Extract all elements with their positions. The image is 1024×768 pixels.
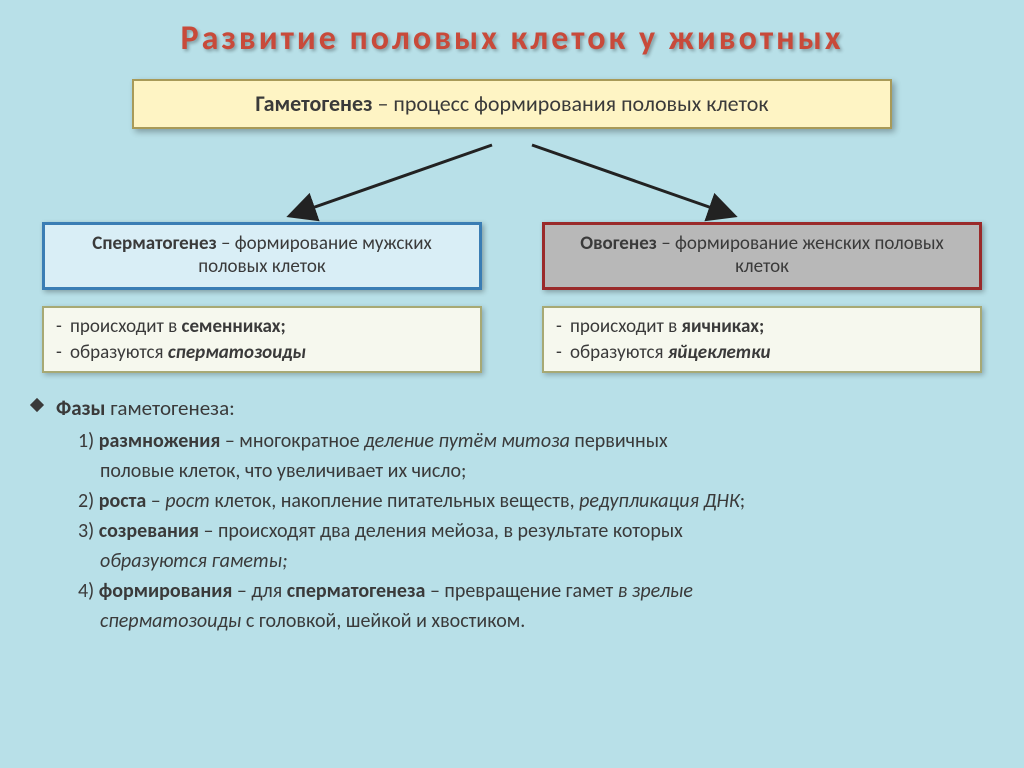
phase-1-cont: половые клеток, что увеличивает их число…	[78, 457, 992, 486]
pt: – многократное	[220, 429, 364, 453]
definition-term: Гаметогенез	[255, 90, 372, 117]
spermatogenesis-detail: -происходит в семенниках; -образуются сп…	[42, 306, 482, 373]
num: 2)	[78, 489, 99, 513]
two-column-row: Сперматогенез – формирование мужских пол…	[42, 222, 982, 373]
dash-icon: -	[556, 314, 562, 340]
definition-text: – процесс формирования половых клеток	[373, 90, 769, 117]
ovogenesis-text: – формирование женских половых клеток	[657, 232, 944, 278]
phases-list: 1) размножения – многократное деление пу…	[32, 427, 992, 636]
pt: первичных	[570, 429, 668, 453]
left-column: Сперматогенез – формирование мужских пол…	[42, 222, 482, 373]
detail-row: -происходит в яичниках;	[570, 314, 968, 340]
split-arrows	[132, 137, 892, 222]
detail-text: образуются	[570, 341, 668, 364]
arrows-container	[132, 137, 892, 222]
phase-3: 3) созревания – происходят два деления м…	[78, 517, 992, 546]
phase-2: 2) роста – рост клеток, накопление питат…	[78, 487, 992, 516]
detail-bold: семенниках;	[182, 315, 286, 338]
pb: роста	[99, 489, 147, 513]
phase-3-cont: образуются гаметы;	[78, 547, 992, 576]
spermatogenesis-box: Сперматогенез – формирование мужских пол…	[42, 222, 482, 290]
detail-text: происходит в	[70, 315, 182, 338]
phase-4: 4) формирования – для сперматогенеза – п…	[78, 577, 992, 606]
ovogenesis-detail: -происходит в яичниках; -образуются яйце…	[542, 306, 982, 373]
spermatogenesis-text: – формирование мужских половых клеток	[198, 232, 431, 278]
detail-text: происходит в	[570, 315, 682, 338]
pi: деление путём митоза	[364, 429, 570, 453]
pb: созревания	[99, 519, 199, 543]
pt: – для	[232, 579, 286, 603]
arrow-left	[292, 145, 492, 215]
detail-row: -образуются сперматозоиды	[70, 340, 468, 366]
pb: сперматогенеза	[287, 579, 426, 603]
slide: Развитие половых клеток у животных Гамет…	[0, 0, 1024, 768]
spermatogenesis-term: Сперматогенез	[92, 232, 216, 255]
detail-row: -происходит в семенниках;	[70, 314, 468, 340]
detail-bolditalic: сперматозоиды	[168, 341, 306, 364]
dash-icon: -	[56, 340, 62, 366]
detail-text: образуются	[70, 341, 168, 364]
pt: –	[146, 489, 165, 513]
pt: – превращение гамет	[425, 579, 617, 603]
phase-1: 1) размножения – многократное деление пу…	[78, 427, 992, 456]
pi: редупликация ДНК	[579, 489, 740, 513]
pt: ;	[740, 489, 745, 513]
pb: размножения	[99, 429, 221, 453]
dash-icon: -	[56, 314, 62, 340]
detail-bold: яичниках;	[682, 315, 765, 338]
arrow-right	[532, 145, 732, 215]
pi: в зрелые	[618, 579, 693, 603]
num: 3)	[78, 519, 99, 543]
ovogenesis-box: Овогенез – формирование женских половых …	[542, 222, 982, 290]
detail-row: -образуются яйцеклетки	[570, 340, 968, 366]
pi: рост	[165, 489, 210, 513]
slide-title: Развитие половых клеток у животных	[32, 18, 992, 59]
pb: формирования	[99, 579, 233, 603]
pt: с головкой, шейкой и хвостиком.	[241, 609, 525, 633]
pt: – происходят два деления мейоза, в резул…	[199, 519, 683, 543]
phases-heading-text: гаметогенеза:	[105, 395, 234, 421]
pi: сперматозоиды	[100, 609, 241, 633]
phases-heading: Фазы гаметогенеза:	[32, 395, 992, 422]
right-column: Овогенез – формирование женских половых …	[542, 222, 982, 373]
diamond-bullet-icon	[30, 398, 44, 412]
detail-bolditalic: яйцеклетки	[668, 341, 771, 364]
definition-box: Гаметогенез – процесс формирования полов…	[132, 79, 892, 129]
pi: образуются	[100, 549, 211, 573]
num: 4)	[78, 579, 99, 603]
pi: гаметы;	[211, 549, 287, 573]
phases-heading-bold: Фазы	[56, 395, 105, 421]
dash-icon: -	[556, 340, 562, 366]
pt: клеток, накопление питательных веществ,	[210, 489, 579, 513]
pt: половые клеток, что увеличивает их число…	[100, 459, 466, 483]
ovogenesis-term: Овогенез	[580, 232, 657, 255]
num: 1)	[78, 429, 99, 453]
phase-4-cont: сперматозоиды с головкой, шейкой и хвост…	[78, 607, 992, 636]
